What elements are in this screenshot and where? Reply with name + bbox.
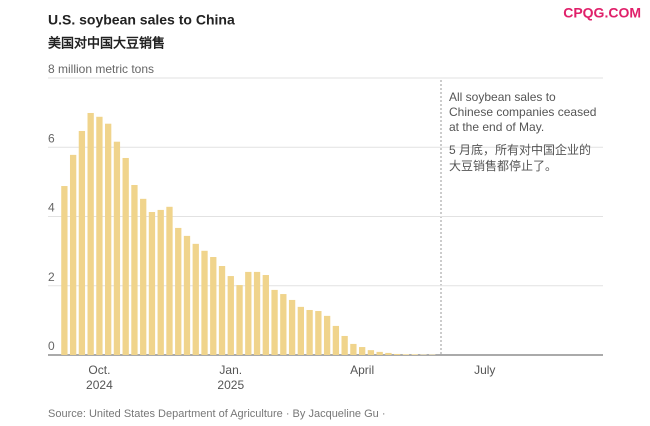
- watermark: CPQG.COM: [563, 5, 641, 21]
- bar: [262, 275, 269, 355]
- chart-subtitle: 美国对中国大豆销售: [48, 35, 165, 50]
- bar: [157, 209, 164, 355]
- bar: [122, 157, 129, 355]
- bar: [218, 266, 226, 355]
- bar: [61, 186, 68, 355]
- y-tick-label: 6: [48, 131, 55, 145]
- bar: [297, 306, 304, 355]
- bar: [350, 343, 357, 355]
- bar: [192, 243, 199, 355]
- bar: [227, 276, 234, 355]
- y-tick-label: 0: [48, 339, 55, 353]
- bar: [87, 112, 94, 355]
- bar: [105, 123, 112, 355]
- bar: [411, 354, 418, 355]
- bar: [210, 257, 217, 355]
- bar: [359, 347, 366, 355]
- x-tick-label: April: [350, 363, 375, 377]
- bar: [131, 184, 138, 355]
- bar: [245, 271, 252, 355]
- bar: [280, 294, 287, 355]
- bar: [236, 285, 243, 355]
- bar: [323, 315, 331, 355]
- chart-title: U.S. soybean sales to China: [48, 12, 235, 28]
- bar: [69, 154, 77, 355]
- bar: [175, 227, 182, 355]
- y-tick-label: 2: [48, 270, 55, 284]
- bar: [288, 299, 296, 355]
- bar: [376, 351, 383, 355]
- source: Source: United States Department of Agri…: [48, 408, 386, 420]
- bar: [201, 250, 208, 355]
- bar: [140, 198, 147, 355]
- bar: [332, 325, 340, 355]
- annotation-zh: 5 月底，所有对中国企业的大豆销售都停止了。: [449, 143, 592, 173]
- bar: [253, 271, 261, 355]
- x-tick-label: July: [474, 363, 496, 377]
- bar: [148, 211, 156, 355]
- bar: [183, 235, 191, 355]
- bar: [113, 141, 121, 355]
- x-tick-label: Oct. 2024: [86, 363, 113, 392]
- y-tick-label: 4: [48, 201, 55, 215]
- y-tick-label: 8 million metric tons: [48, 62, 154, 76]
- bar: [78, 130, 86, 355]
- bar: [367, 350, 375, 355]
- annotation: All soybean sales to Chinese companies c…: [449, 90, 597, 134]
- bar: [315, 311, 322, 355]
- bar: [306, 309, 313, 355]
- x-tick-label: Jan. 2025: [217, 363, 245, 392]
- bar: [385, 352, 392, 355]
- bar: [341, 335, 348, 355]
- bar: [96, 116, 103, 355]
- bar: [402, 354, 410, 355]
- bar: [394, 353, 401, 355]
- bar: [166, 206, 173, 355]
- bar: [271, 289, 278, 355]
